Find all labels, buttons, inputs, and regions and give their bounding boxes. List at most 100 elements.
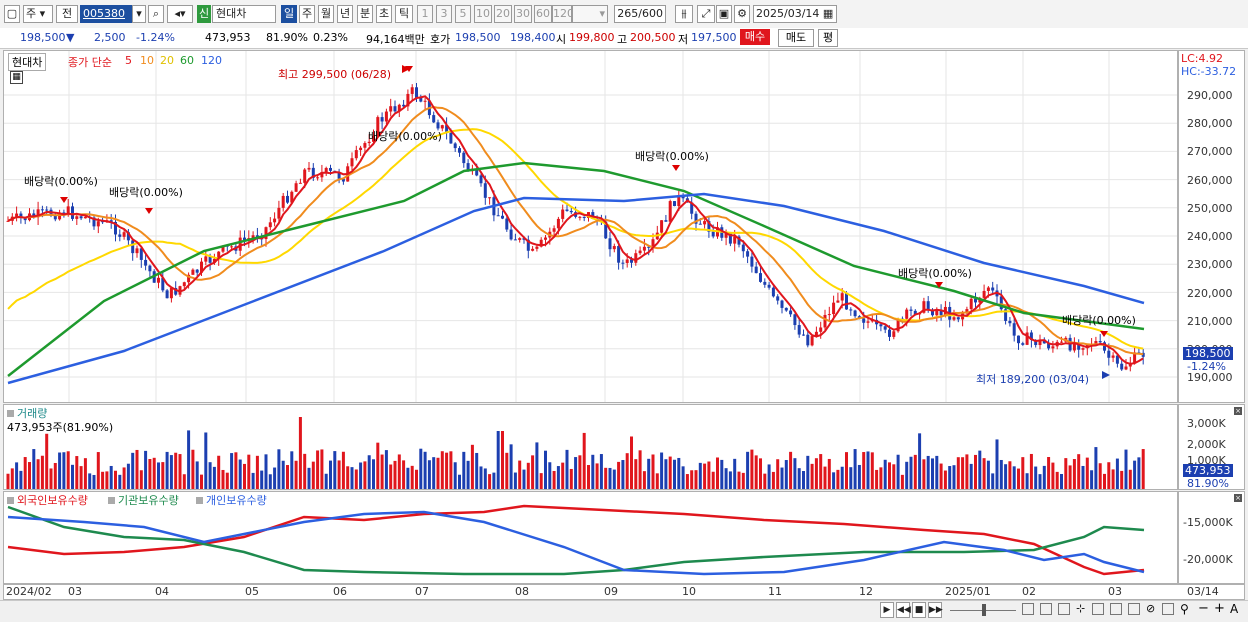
interval-5-button[interactable]: 5 xyxy=(455,5,471,23)
layout-icon[interactable] xyxy=(1040,603,1052,615)
code-dropdown-icon[interactable]: ▾ xyxy=(132,5,146,23)
volume-bar xyxy=(642,471,646,489)
rewind-icon[interactable]: ◀◀ xyxy=(896,602,911,618)
volume-bar xyxy=(359,462,363,489)
volume-bar xyxy=(419,448,423,489)
candle-body xyxy=(526,239,530,251)
fast-forward-icon[interactable]: ▶▶ xyxy=(928,602,943,618)
data-count-field[interactable]: 265/600 xyxy=(614,5,666,23)
institution-holdings-label: 기관보유수량 xyxy=(118,494,179,507)
foreign-holdings-line xyxy=(7,504,1145,576)
volume-bar xyxy=(208,462,212,489)
zoom-out-icon[interactable]: − xyxy=(1198,601,1209,616)
candle-body xyxy=(384,111,388,122)
close-icon[interactable]: × xyxy=(1234,407,1242,415)
period-year-button[interactable]: 년 xyxy=(337,5,353,23)
date-field[interactable]: 2025/03/14 ▦ xyxy=(753,5,837,23)
volume-bar xyxy=(888,462,891,489)
crosshair-icon[interactable]: ⊹ xyxy=(1076,602,1086,615)
volume-bar xyxy=(724,468,728,489)
layout-icon[interactable] xyxy=(1022,603,1034,615)
search-icon[interactable]: ⌕ xyxy=(148,5,164,23)
interval-20-button[interactable]: 20 xyxy=(494,5,512,23)
period-minute-button[interactable]: 분 xyxy=(357,5,373,23)
holdings-scale[interactable]: × -15,000K -20,000K xyxy=(1178,491,1245,584)
window-menu-icon[interactable]: ▢ xyxy=(4,5,20,23)
volume-bar xyxy=(857,464,861,489)
evaluate-button[interactable]: 평 xyxy=(818,29,838,47)
scope-button[interactable]: 전 xyxy=(56,5,78,23)
price-scale[interactable]: LC:4.92 HC:-33.72 290,000 280,000 270,00… xyxy=(1178,50,1245,403)
interval-custom-select[interactable]: ▾ xyxy=(572,5,608,23)
price-tick: 240,000 xyxy=(1187,230,1233,243)
volume-bar xyxy=(10,468,14,489)
compare-icon[interactable] xyxy=(1110,603,1122,615)
period-tick-button[interactable]: 틱 xyxy=(395,5,413,23)
sell-button[interactable]: 매도 xyxy=(778,29,814,47)
settings-gear-icon[interactable]: ⚙ xyxy=(734,5,750,23)
candle-body xyxy=(690,202,694,214)
scroll-right-icon[interactable]: ▶ xyxy=(880,602,894,618)
volume-bar xyxy=(518,460,522,489)
table-view-icon[interactable]: ▦ xyxy=(10,71,23,84)
stock-name-field[interactable]: 현대차 xyxy=(212,5,276,23)
volume-bar xyxy=(393,460,397,489)
calendar-icon[interactable]: ▦ xyxy=(822,7,834,20)
interval-120-button[interactable]: 120 xyxy=(552,5,574,23)
interval-30-button[interactable]: 30 xyxy=(514,5,532,23)
dividend-annotation: 배당락(0.00%) xyxy=(1062,314,1136,327)
price-chart-panel[interactable]: 현대차 종가 단순 5 10 20 60 120 ▦ 최고 299,500 (0… xyxy=(3,50,1178,403)
candle-body xyxy=(827,314,831,316)
volume-bar xyxy=(664,459,668,489)
volume-bar xyxy=(479,466,483,489)
open-price: 199,800 xyxy=(569,31,615,44)
close-icon[interactable]: × xyxy=(1234,494,1242,502)
period-day-button[interactable]: 일 xyxy=(281,5,297,23)
volume-scale[interactable]: × 3,000K 2,000K 1,000K 473,953 81.90% xyxy=(1178,404,1245,490)
volume-bar xyxy=(673,459,676,489)
candle-type-icon[interactable]: ⫵ xyxy=(675,5,693,23)
volume-panel[interactable]: 거래량 473,953주(81.90%) xyxy=(3,404,1178,490)
interval-1-button[interactable]: 1 xyxy=(417,5,433,23)
copy-icon[interactable] xyxy=(1162,603,1174,615)
candle-body xyxy=(840,293,844,301)
layout-icon[interactable] xyxy=(1058,603,1070,615)
volume-bar xyxy=(440,451,444,489)
candle-body xyxy=(195,269,199,273)
price-panel-title[interactable]: 현대차 xyxy=(8,53,47,71)
magnet-icon[interactable]: ⊘ xyxy=(1146,602,1156,615)
volume-bar xyxy=(458,474,461,489)
price-tick: 260,000 xyxy=(1187,174,1233,187)
holdings-panel[interactable]: 외국인보유수량 기관보유수량 개인보유수량 xyxy=(3,491,1178,584)
volume-bar xyxy=(470,444,474,489)
period-type-select[interactable]: 주 ▾ xyxy=(23,5,53,23)
ma5-line xyxy=(7,95,1144,365)
volume-bar xyxy=(423,451,427,489)
zoom-in-icon[interactable]: + xyxy=(1214,601,1225,616)
interval-60-button[interactable]: 60 xyxy=(534,5,552,23)
zoom-slider-handle[interactable] xyxy=(982,604,986,616)
candle-body xyxy=(1128,363,1132,367)
sound-icon[interactable]: ◂▾ xyxy=(167,5,193,23)
interval-3-button[interactable]: 3 xyxy=(436,5,452,23)
interval-10-button[interactable]: 10 xyxy=(474,5,492,23)
volume-bar xyxy=(475,452,479,489)
stock-code-input[interactable]: 005380 xyxy=(80,5,132,23)
font-size-icon[interactable]: A xyxy=(1230,602,1239,616)
period-week-button[interactable]: 주 xyxy=(299,5,315,23)
tool-icon[interactable] xyxy=(1128,603,1140,615)
stop-icon[interactable]: ■ xyxy=(912,602,926,618)
period-month-button[interactable]: 월 xyxy=(318,5,334,23)
save-icon[interactable]: ▣ xyxy=(716,5,732,23)
volume-bar xyxy=(759,458,762,489)
period-second-button[interactable]: 초 xyxy=(376,5,392,23)
volume-bar xyxy=(617,461,621,489)
zoom-search-icon[interactable]: ⚲ xyxy=(1180,602,1189,616)
grid-icon[interactable] xyxy=(1092,603,1104,615)
volume-bar xyxy=(931,458,934,489)
indicator-icon[interactable]: ⤢ xyxy=(697,5,715,23)
volume-bar xyxy=(1128,469,1132,489)
candle-body xyxy=(806,334,810,346)
buy-button[interactable]: 매수 xyxy=(740,29,770,45)
volume-bar xyxy=(737,471,741,489)
